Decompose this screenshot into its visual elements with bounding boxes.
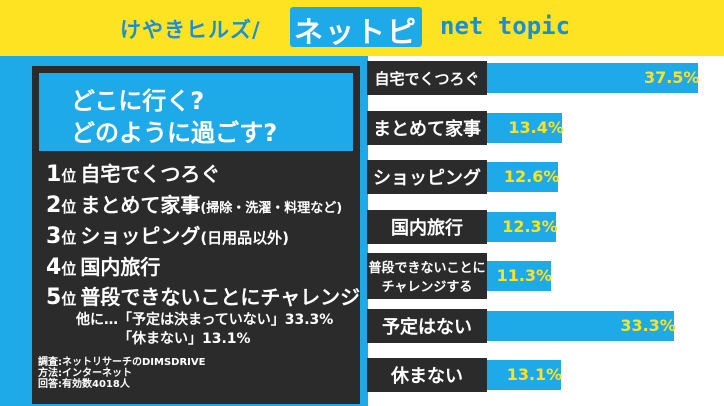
net-topic-label: net topic [440, 12, 571, 40]
rank-suffix: 位 [61, 260, 77, 278]
data-label: 37.5% [643, 68, 700, 87]
question-box: どこに行く? どのように過ごす? [39, 73, 353, 151]
ranking-panel: どこに行く? どのように過ごす? 1位 自宅でくつろぐ 2位 まとめて家事(掃除・洗… [32, 66, 360, 404]
rank-suffix: 位 [61, 229, 77, 247]
category-label: 国内旅行 [367, 209, 487, 244]
data-label: 11.3% [496, 266, 553, 285]
category-label-line: チャレンジする [381, 280, 473, 295]
rank-note: (掃除・洗濯・料理など) [200, 201, 343, 216]
rank-item-1: 1位 自宅でくつろぐ [46, 158, 220, 187]
category-label: 普段できないことに チャレンジする [367, 253, 487, 299]
category-label-line: 休まない [391, 366, 463, 387]
data-label: 12.6% [503, 167, 560, 186]
bar [487, 63, 698, 93]
rank-number: 2 [46, 193, 62, 218]
rank-suffix: 位 [61, 198, 77, 216]
question-line-2: どのように過ごす? [71, 119, 278, 147]
rank-suffix: 位 [61, 290, 77, 308]
source-line-3: 回答:有効数4018人 [38, 379, 130, 390]
category-label-line: まとめて家事 [373, 118, 481, 140]
data-label: 12.3% [502, 216, 558, 236]
source-line-1: 調査:ネットリサーチのDIMSDRIVE [38, 357, 206, 368]
category-label-line: 予定はない [382, 316, 472, 338]
brand-title: けやきヒルズ/ [120, 18, 261, 42]
category-label-line: 普段できないことに [368, 261, 486, 276]
data-label: 13.4% [508, 117, 564, 137]
category-label-line: 自宅でくつろぐ [374, 69, 480, 88]
rank-label: まとめて家事 [80, 193, 201, 217]
category-label: ショッピング [367, 160, 487, 194]
rank-number: 1 [46, 162, 62, 187]
rank-item-3: 3位 ショッピング(日用品以外) [46, 220, 289, 249]
bar [487, 310, 675, 341]
category-label: 休まない [367, 358, 487, 392]
bar [487, 112, 563, 143]
source-line-2: 方法:インターネット [38, 368, 132, 379]
logo: ネットピ [290, 7, 422, 49]
category-label: 自宅でくつろぐ [367, 61, 487, 95]
category-label-line: 国内旅行 [391, 217, 463, 239]
rank-number: 4 [46, 255, 62, 280]
rank-item-2: 2位 まとめて家事(掃除・洗濯・料理など) [46, 189, 342, 218]
rank-item-5: 5位 普段できないことにチャレンジ [46, 281, 360, 310]
bar [487, 360, 561, 390]
logo-text: ネットピ [293, 15, 418, 49]
bar [487, 261, 551, 291]
others-line-1: 他に…「予定は決まっていない」33.3% [76, 312, 334, 328]
data-label: 13.1% [506, 365, 563, 384]
rank-suffix: 位 [61, 167, 77, 185]
rank-number: 5 [46, 285, 62, 310]
category-label: まとめて家事 [367, 110, 487, 145]
bar [487, 162, 558, 192]
header-banner: けやきヒルズ/ ネットピ net topic [0, 0, 724, 56]
rank-label: 自宅でくつろぐ [80, 162, 221, 186]
rank-label: 普段できないことにチャレンジ [80, 285, 361, 309]
others-note: 他に…「予定は決まっていない」33.3% 「休まない」13.1% [76, 311, 333, 349]
rank-number: 3 [46, 224, 62, 249]
data-label: 33.3% [620, 315, 676, 335]
category-label: 予定はない [367, 308, 487, 343]
rank-note: (日用品以外) [200, 229, 290, 247]
category-label-line: ショッピング [373, 168, 481, 189]
others-line-2: 「休まない」13.1% [118, 331, 251, 347]
question-line-1: どこに行く? [71, 87, 205, 115]
rank-label: ショッピング [80, 224, 201, 248]
rank-label: 国内旅行 [80, 255, 161, 279]
rank-item-4: 4位 国内旅行 [46, 251, 160, 280]
bar [487, 211, 557, 242]
